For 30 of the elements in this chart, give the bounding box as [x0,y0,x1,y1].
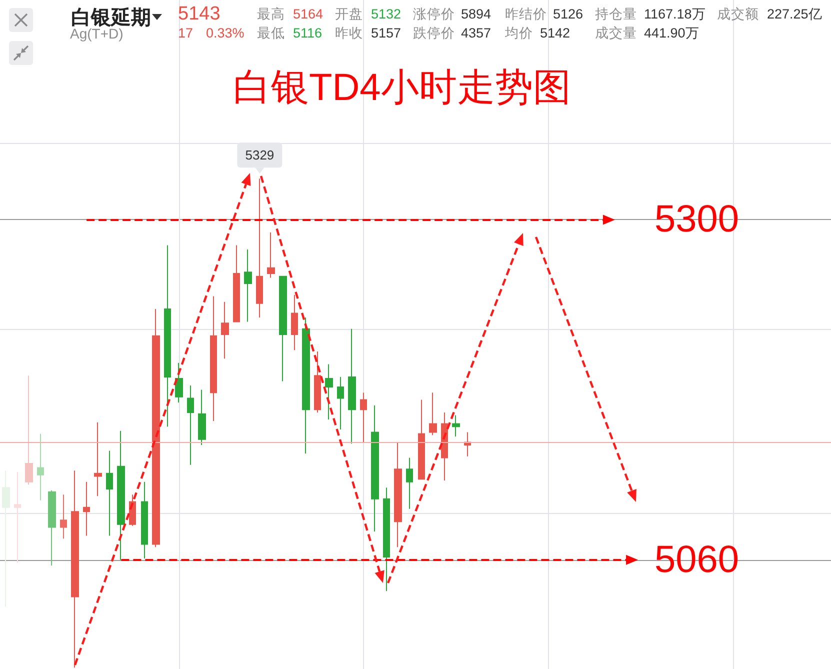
annotation: 均价 [505,26,533,42]
annotation: 5894 [461,6,492,22]
y-tick-label: 5060 [654,538,739,581]
annotation: 成交额 [717,6,759,22]
annotation: 持仓量 [595,6,637,22]
annotation: 5164 [293,6,324,22]
annotation: 5142 [540,26,570,42]
annotation: 5126 [553,6,584,22]
annotation: 涨停价 [413,6,455,22]
annotation: 5116 [293,26,322,42]
annotation: 5329 [245,148,274,163]
y-tick-label: 5300 [654,198,739,241]
annotation: 昨收 [335,26,363,42]
annotation: 开盘 [335,6,363,22]
annotation: 441.90万 [644,26,700,42]
annotation: 5143 [178,4,220,26]
annotation: 5157 [371,26,402,42]
annotation: 4357 [461,26,492,42]
annotation: 17 [178,26,194,42]
text: 白银TD4小时走势图 [233,67,571,109]
annotation: 1167.18万 [644,6,706,22]
annotation: 5132 [371,6,402,22]
annotation: 跌停价 [413,26,455,42]
annotation: 0.33% [206,26,244,42]
annotation: 最低 [257,26,285,42]
annotation: 227.25亿 [767,6,822,22]
annotation: 成交量 [595,26,637,42]
annotation: 最高 [257,6,285,22]
annotation: 白银延期 [71,7,151,29]
annotation: 昨结价 [505,6,547,22]
